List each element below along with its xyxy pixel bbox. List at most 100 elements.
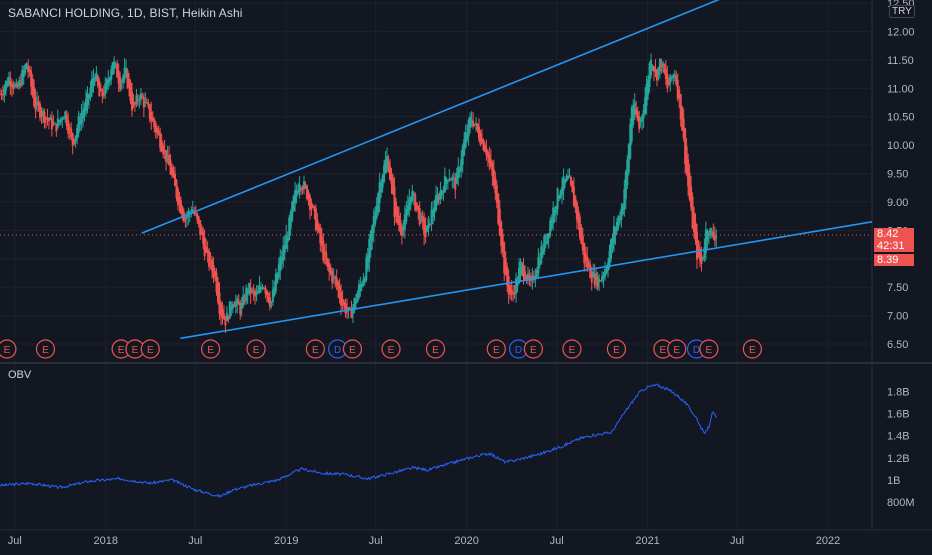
- price-tick-label: 6.50: [887, 339, 908, 351]
- candle-body: [559, 191, 562, 198]
- candle-body: [690, 186, 693, 208]
- candle-body: [478, 127, 481, 140]
- candle-body: [626, 159, 629, 186]
- candle-body: [297, 190, 300, 194]
- candle-body: [231, 303, 234, 309]
- candle-body: [136, 99, 139, 101]
- chart-title[interactable]: SABANCI HOLDING, 1D, BIST, Heikin Ashi: [8, 6, 243, 20]
- candle-body: [157, 130, 160, 135]
- candle-body: [543, 235, 546, 253]
- candle-body: [288, 217, 291, 240]
- candle-body: [262, 287, 265, 289]
- candle-body: [383, 164, 386, 182]
- candle-body: [684, 128, 687, 165]
- candle-body: [135, 95, 138, 104]
- candle-body: [475, 123, 478, 125]
- candle-body: [483, 144, 486, 152]
- candle-body: [185, 216, 188, 219]
- candle-body: [52, 123, 55, 125]
- candle-body: [580, 226, 583, 244]
- candle-body: [512, 292, 515, 294]
- candle-body: [488, 154, 491, 164]
- candle-body: [343, 302, 346, 305]
- candle-body: [608, 250, 611, 267]
- candle-body: [360, 283, 363, 288]
- low-price-tag: 8.39: [874, 254, 914, 266]
- candle-body: [53, 123, 56, 125]
- candle-body: [104, 83, 107, 95]
- candle-body: [37, 102, 40, 106]
- candle-body: [101, 89, 104, 97]
- obv-title[interactable]: OBV: [8, 369, 32, 381]
- candle-body: [709, 227, 712, 236]
- currency-badge[interactable]: TRY: [889, 5, 915, 18]
- candle-body: [252, 290, 255, 293]
- candle-body: [449, 179, 452, 181]
- candle-body: [609, 239, 612, 259]
- candle-body: [522, 265, 525, 277]
- candle-body: [553, 210, 556, 216]
- candle-body: [362, 279, 365, 286]
- candle-body: [108, 77, 111, 82]
- candle-body: [316, 219, 319, 230]
- time-tick-label: 2018: [94, 535, 118, 547]
- candle-body: [552, 207, 555, 224]
- earnings-events: EEEDEEEEEDEEEEDEEEEEDEE: [0, 339, 762, 359]
- candle-body: [305, 185, 308, 199]
- candle-body: [176, 188, 179, 206]
- candle-body: [589, 264, 592, 279]
- candle-body: [436, 194, 439, 203]
- candle-body: [682, 118, 685, 139]
- candle-body: [344, 303, 347, 314]
- candle-body: [693, 212, 696, 233]
- candle-body: [128, 79, 131, 87]
- candle-body: [535, 269, 538, 278]
- event-label: E: [432, 345, 439, 356]
- candle-body: [171, 167, 174, 176]
- candle-body: [463, 139, 466, 156]
- candle-body: [506, 266, 509, 287]
- candle-body: [694, 222, 697, 241]
- candle-body: [641, 115, 644, 122]
- candle-body: [612, 225, 615, 244]
- candle-body: [230, 307, 233, 310]
- candle-body: [500, 222, 503, 247]
- candle-body: [273, 287, 276, 296]
- candle-body: [503, 242, 506, 274]
- candle-body: [571, 181, 574, 193]
- candle-body: [200, 227, 203, 235]
- candle-body: [636, 111, 639, 121]
- candle-body: [494, 177, 497, 193]
- candle-body: [451, 177, 454, 180]
- event-label: E: [207, 345, 214, 356]
- candle-body: [414, 194, 417, 211]
- candle-body: [519, 261, 522, 276]
- candle-body: [251, 289, 254, 291]
- candle-body: [614, 227, 617, 235]
- candle-body: [314, 208, 317, 231]
- candle-body: [33, 87, 36, 107]
- candle-body: [423, 218, 426, 235]
- candle-body: [467, 119, 470, 137]
- candle-body: [667, 81, 670, 86]
- event-label: E: [706, 345, 713, 356]
- candle-body: [46, 117, 49, 120]
- candle-body: [707, 235, 710, 237]
- earnings-marker: [200, 339, 221, 359]
- candle-body: [320, 235, 323, 246]
- earnings-marker: [305, 339, 325, 359]
- candle-body: [516, 280, 519, 286]
- candle-body: [578, 216, 581, 238]
- candle-body: [126, 70, 129, 88]
- candle-body: [409, 196, 412, 205]
- candle-body: [534, 275, 537, 279]
- candle-body: [248, 282, 251, 293]
- candle-body: [39, 104, 42, 118]
- candle-body: [590, 271, 593, 283]
- candle-body: [687, 159, 690, 187]
- candle-body: [363, 278, 366, 283]
- candle-body: [99, 88, 102, 92]
- price-tick-label: 9.50: [887, 169, 908, 181]
